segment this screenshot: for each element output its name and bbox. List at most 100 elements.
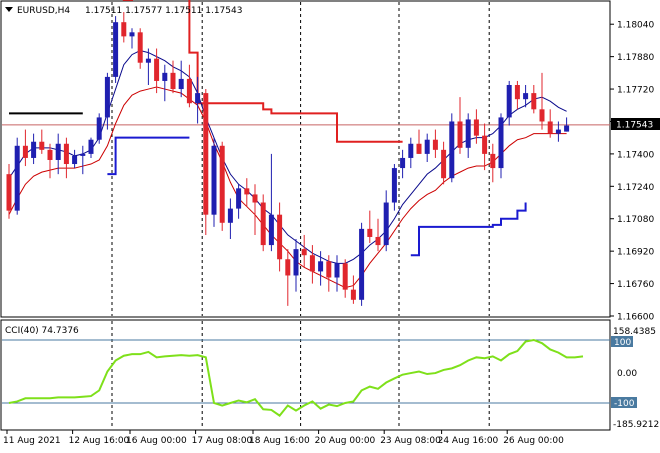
cci-level-low: -100: [614, 399, 635, 409]
candle-body[interactable]: [334, 263, 340, 278]
candle-body[interactable]: [441, 149, 447, 179]
cci-level-high: 100: [614, 338, 631, 348]
candle-body[interactable]: [293, 249, 299, 276]
step-indicator-lines: [9, 0, 527, 257]
candle-body[interactable]: [416, 143, 422, 154]
candle-body[interactable]: [391, 168, 397, 203]
candle-body[interactable]: [408, 143, 414, 158]
candle-body[interactable]: [457, 121, 463, 148]
candle-body[interactable]: [137, 32, 143, 63]
candle-body[interactable]: [539, 109, 545, 122]
candle-body[interactable]: [555, 129, 561, 134]
candle-body[interactable]: [211, 145, 217, 215]
candle-body[interactable]: [6, 174, 12, 211]
candle-body[interactable]: [318, 261, 324, 272]
candle-body[interactable]: [227, 208, 233, 223]
candle-body[interactable]: [104, 76, 110, 118]
support-step-line: [410, 202, 527, 257]
time-tick-label: 23 Aug 08:00: [380, 436, 441, 446]
cci-label: CCI(40) 74.7376: [5, 326, 79, 336]
candle-body[interactable]: [359, 228, 365, 300]
candle-body[interactable]: [285, 259, 291, 276]
candle-body[interactable]: [203, 93, 209, 215]
cci-level-zero: 0.00: [617, 369, 637, 379]
candle-body[interactable]: [424, 139, 430, 154]
candle-body[interactable]: [113, 22, 119, 77]
candle-body[interactable]: [514, 85, 520, 100]
candle-body[interactable]: [350, 289, 356, 300]
symbol-timeframe: EURUSD,H4: [17, 6, 70, 16]
candle-body[interactable]: [195, 93, 201, 104]
candle-body[interactable]: [154, 58, 160, 81]
price-tick-label: 1.17240: [617, 183, 654, 193]
candle-body[interactable]: [55, 143, 61, 160]
candle-body[interactable]: [72, 155, 78, 165]
candle-body[interactable]: [482, 135, 488, 154]
resistance-step-line: [122, 0, 403, 143]
time-tick-label: 12 Aug 16:00: [69, 436, 130, 446]
price-tick-label: 1.16920: [617, 248, 654, 258]
candle-body[interactable]: [523, 93, 529, 100]
candle-body[interactable]: [14, 145, 20, 211]
candle-body[interactable]: [400, 157, 406, 169]
time-tick-label: 26 Aug 00:00: [503, 436, 564, 446]
candle-body[interactable]: [186, 78, 192, 104]
candle-body[interactable]: [121, 22, 127, 37]
candle-body[interactable]: [80, 153, 86, 156]
cci-series-line: [8, 338, 584, 417]
period-separators: [111, 2, 490, 429]
support-step-line: [107, 136, 190, 176]
candle-body[interactable]: [268, 214, 274, 246]
candle-body[interactable]: [252, 194, 258, 203]
cci-level-low-badge: [611, 397, 637, 408]
candle-body[interactable]: [564, 125, 570, 132]
candle-body[interactable]: [432, 139, 438, 150]
time-tick-label: 20 Aug 00:00: [315, 436, 376, 446]
candle-body[interactable]: [383, 202, 389, 246]
candle-body[interactable]: [260, 202, 266, 246]
candle-body[interactable]: [301, 249, 307, 256]
candle-body[interactable]: [277, 214, 283, 260]
candle-body[interactable]: [22, 145, 28, 158]
price-pane[interactable]: [0, 0, 611, 318]
current-price-label: 1.17543: [616, 121, 653, 131]
candle-body[interactable]: [506, 85, 512, 118]
cci-scale-top: 158.4385: [613, 327, 656, 337]
cci-scale-bottom: -185.9212: [613, 420, 659, 430]
candle-body[interactable]: [449, 121, 455, 179]
candle-body[interactable]: [326, 261, 332, 278]
time-tick-label: 11 Aug 2021: [3, 436, 61, 446]
candle-body[interactable]: [219, 145, 225, 223]
candle-body[interactable]: [96, 117, 102, 140]
dropdown-triangle-icon[interactable]: [5, 7, 13, 12]
candle-body[interactable]: [88, 139, 94, 154]
candle-body[interactable]: [309, 255, 315, 272]
ohlc-values: 1.17511 1.17577 1.17511 1.17543: [85, 6, 242, 16]
current-price-badge: [611, 118, 660, 130]
candle-body[interactable]: [498, 117, 504, 169]
candle-body[interactable]: [47, 149, 53, 160]
candle-body[interactable]: [244, 188, 250, 195]
candle-body[interactable]: [31, 141, 37, 158]
candle-body[interactable]: [178, 78, 184, 90]
candle-body[interactable]: [473, 119, 479, 136]
candle-body[interactable]: [465, 119, 471, 148]
candle-body[interactable]: [547, 121, 553, 134]
candle-body[interactable]: [170, 72, 176, 90]
cci-pane[interactable]: [0, 319, 611, 431]
candle-body[interactable]: [162, 72, 168, 81]
candle-body[interactable]: [236, 188, 242, 209]
candlesticks: [6, 12, 570, 306]
candle-body[interactable]: [145, 58, 151, 63]
candle-body[interactable]: [129, 32, 135, 37]
candle-body[interactable]: [39, 141, 45, 150]
candle-body[interactable]: [342, 263, 348, 290]
candle-body[interactable]: [531, 93, 537, 110]
candle-body[interactable]: [490, 153, 496, 169]
price-tick-label: 1.18040: [617, 21, 654, 31]
candle-body[interactable]: [375, 236, 381, 246]
candle-body[interactable]: [63, 143, 69, 165]
candle-body[interactable]: [367, 228, 373, 237]
